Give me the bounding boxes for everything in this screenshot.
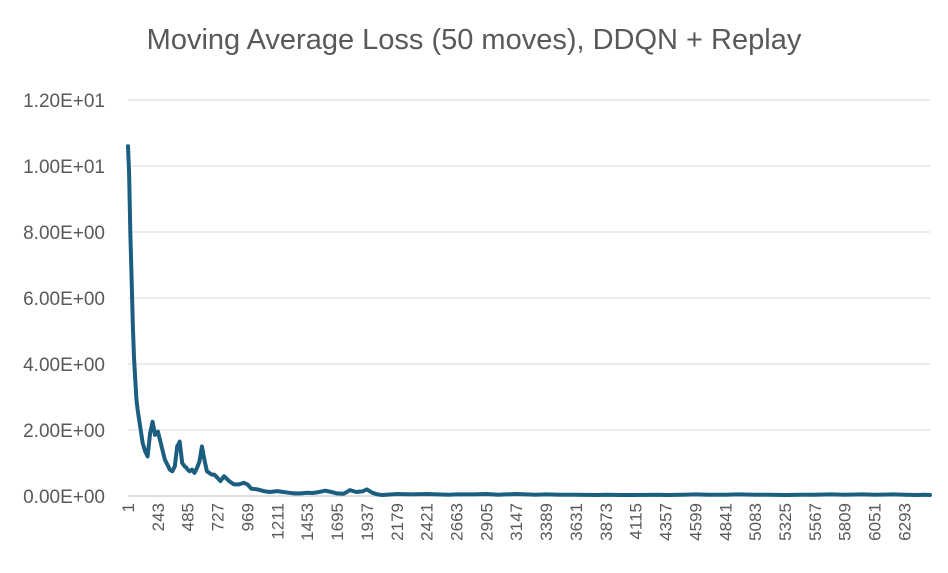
x-tick-label: 4841 — [716, 503, 735, 541]
chart-title: Moving Average Loss (50 moves), DDQN + R… — [146, 24, 802, 56]
x-tick-label: 3631 — [567, 503, 586, 541]
y-tick-label: 0.00E+00 — [23, 487, 105, 508]
x-tick-label: 1937 — [358, 503, 377, 541]
x-tick-label: 5809 — [836, 503, 855, 541]
x-axis-tick-labels: 1 243 485 727 969 1211 1453 1695 1937 2179 2421 266… — [119, 503, 914, 541]
y-tick-label: 1.00E+01 — [23, 157, 105, 178]
x-tick-label: 5325 — [776, 503, 795, 541]
x-tick-label: 2421 — [418, 503, 437, 541]
series-line — [126, 144, 932, 497]
x-tick-label: 485 — [179, 503, 198, 531]
y-axis-tick-labels: 0.00E+00 2.00E+00 4.00E+00 6.00E+00 8.00E+00… — [23, 91, 105, 508]
y-tick-label: 6.00E+00 — [23, 289, 105, 310]
x-tick-label: 2905 — [477, 503, 496, 541]
x-tick-label: 1211 — [268, 503, 287, 540]
x-tick-label: 3147 — [507, 503, 526, 541]
x-tick-label: 243 — [149, 503, 168, 531]
x-tick-label: 4357 — [657, 503, 676, 541]
x-tick-label: 2663 — [448, 503, 467, 541]
gridlines — [128, 99, 930, 497]
x-tick-label: 3389 — [537, 503, 556, 541]
series-group — [126, 144, 932, 497]
y-tick-label: 4.00E+00 — [23, 355, 105, 376]
y-tick-label: 8.00E+00 — [23, 223, 105, 244]
x-tick-label: 6293 — [895, 503, 914, 541]
x-tick-label: 1453 — [298, 503, 317, 541]
x-tick-label: 969 — [238, 503, 257, 531]
x-tick-label: 1695 — [328, 503, 347, 541]
x-tick-label: 5567 — [806, 503, 825, 541]
x-tick-label: 2179 — [388, 503, 407, 541]
x-tick-label: 6051 — [866, 503, 885, 541]
y-tick-label: 1.20E+01 — [23, 91, 105, 112]
x-tick-label: 4599 — [686, 503, 705, 541]
x-tick-label: 3873 — [597, 503, 616, 541]
x-tick-label: 727 — [209, 503, 228, 531]
x-tick-label: 4115 — [627, 503, 646, 540]
x-tick-label: 1 — [119, 503, 138, 512]
x-tick-label: 5083 — [746, 503, 765, 541]
y-tick-label: 2.00E+00 — [23, 421, 105, 442]
